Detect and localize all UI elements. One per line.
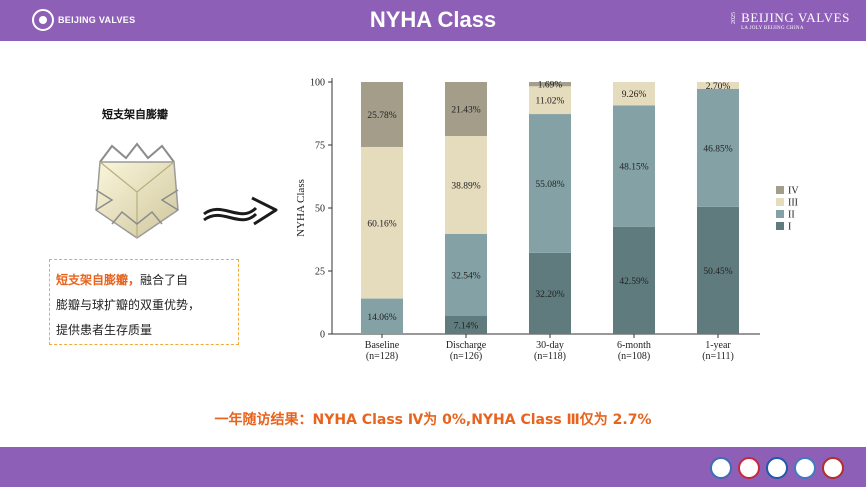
x-tick-count-label: (n=111)	[702, 351, 734, 362]
data-label: 55.08%	[535, 180, 564, 190]
bar-segment	[445, 136, 487, 235]
data-label: 1.69%	[538, 81, 563, 91]
bar-segment	[529, 82, 571, 87]
callout-line-1-rest: 融合了自	[140, 273, 189, 287]
partner-logo-2-icon	[738, 457, 760, 479]
y-tick-label: 100	[310, 78, 325, 89]
data-label: 9.26%	[622, 90, 647, 100]
brand-logo-text: BEIJING VALVES	[58, 15, 136, 25]
bar-segment	[613, 105, 655, 227]
legend-swatch	[776, 198, 784, 206]
x-tick-label: Baseline	[365, 340, 400, 351]
page-title: NYHA Class	[369, 7, 497, 32]
x-tick-label: Discharge	[446, 340, 487, 351]
legend-label: IV	[788, 186, 799, 197]
valve-label: 短支架自膨瓣	[102, 108, 168, 121]
data-label: 50.45%	[703, 267, 732, 277]
highlight-callout: 短支架自膨瓣，融合了自 膨瓣与球扩瓣的双重优势， 提供患者生存质量	[49, 259, 239, 345]
legend-label: III	[788, 198, 798, 209]
legend-swatch	[776, 210, 784, 218]
bar-segment	[361, 146, 403, 299]
bar-segment	[361, 82, 403, 147]
data-label: 42.59%	[619, 277, 648, 287]
brand-logo-right: 2025 BEIJING VALVES LA JOLY BEIJING CHIN…	[731, 10, 850, 31]
bar-segment	[445, 82, 487, 137]
partner-logo-4-icon	[794, 457, 816, 479]
bar-segment	[361, 298, 403, 334]
partner-logos	[710, 457, 844, 479]
x-tick-count-label: (n=118)	[534, 351, 566, 362]
bar-segment	[697, 206, 739, 334]
data-label: 14.06%	[367, 313, 396, 323]
brand-logo-name: BEIJING VALVES	[741, 10, 850, 25]
partner-logo-5-icon	[822, 457, 844, 479]
bar-segment	[445, 316, 487, 334]
bar-segment	[529, 252, 571, 334]
y-tick-label: 75	[315, 141, 325, 152]
brand-logo-left: BEIJING VALVES	[32, 9, 135, 31]
legend-swatch	[776, 186, 784, 194]
y-tick-label: 50	[315, 204, 325, 215]
legend-swatch	[776, 222, 784, 230]
bar-segment	[613, 226, 655, 334]
y-tick-label: 25	[315, 267, 325, 278]
partner-logo-3-icon	[766, 457, 788, 479]
nyha-stacked-bar-chart: 0 25 50 75 100 NYHA Class 14.06% 60.16% 25.78% Ba…	[295, 78, 799, 363]
data-label: 60.16%	[367, 219, 396, 229]
data-label: 25.78%	[367, 111, 396, 121]
data-label: 32.54%	[451, 272, 480, 282]
y-tick-label: 0	[320, 330, 325, 341]
brand-logo-icon	[32, 9, 54, 31]
bar-segment	[529, 114, 571, 253]
legend-label: II	[788, 210, 795, 221]
callout-highlight: 短支架自膨瓣，	[56, 273, 141, 287]
bar-segment	[697, 82, 739, 89]
x-tick-count-label: (n=126)	[450, 351, 482, 362]
x-tick-label: 6-month	[617, 340, 651, 351]
data-label: 32.20%	[535, 290, 564, 300]
data-label: 46.85%	[703, 144, 732, 154]
data-label: 2.70%	[706, 82, 731, 92]
valve-image	[95, 142, 179, 239]
data-label: 21.43%	[451, 106, 480, 116]
header-bar	[0, 0, 866, 41]
data-label: 11.02%	[536, 97, 565, 107]
arrow-right-icon	[203, 196, 278, 226]
callout-line-1: 短支架自膨瓣，融合了自	[56, 268, 232, 293]
bar-segment	[697, 88, 739, 207]
data-label: 7.14%	[454, 322, 479, 332]
data-label: 48.15%	[619, 163, 648, 173]
brand-logo-year: 2025	[731, 12, 738, 24]
legend-label: I	[788, 222, 791, 233]
x-tick-label: 30-day	[536, 340, 564, 351]
brand-logo-subtitle: LA JOLY BEIJING CHINA	[741, 26, 804, 31]
callout-line-2: 膨瓣与球扩瓣的双重优势，	[56, 298, 201, 312]
y-axis-label: NYHA Class	[295, 179, 307, 237]
x-tick-count-label: (n=108)	[618, 351, 650, 362]
x-tick-count-label: (n=128)	[366, 351, 398, 362]
bar-segment	[613, 82, 655, 106]
bar-segment	[445, 234, 487, 317]
data-label: 38.89%	[451, 182, 480, 192]
x-tick-label: 1-year	[705, 340, 731, 351]
partner-logo-1-icon	[710, 457, 732, 479]
callout-line-3: 提供患者生存质量	[56, 323, 153, 337]
bar-segment	[529, 86, 571, 115]
follow-up-summary: 一年随访结果：NYHA Class Ⅳ为 0%,NYHA Class Ⅲ仅为 2…	[214, 412, 652, 428]
